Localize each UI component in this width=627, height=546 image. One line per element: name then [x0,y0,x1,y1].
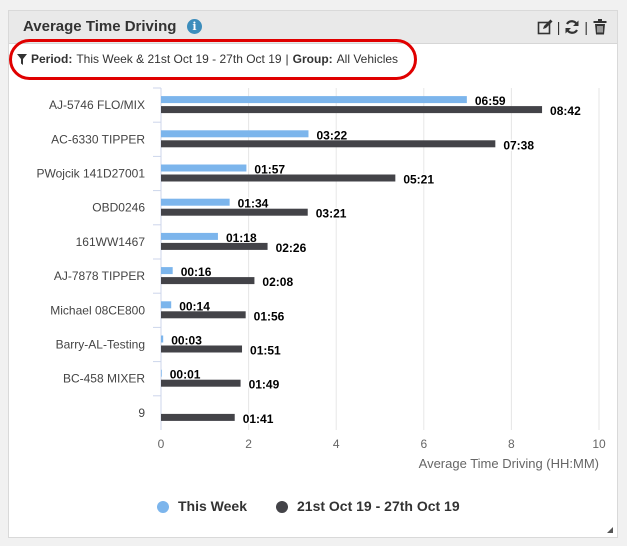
bar-previous-period [161,379,241,387]
data-label: 01:34 [238,197,269,211]
data-label: 00:01 [170,368,201,382]
bar-this-week [161,232,218,240]
bar-this-week [161,96,467,104]
bar-previous-period [161,345,243,353]
toolbar-separator: | [556,19,561,35]
category-label: BC-458 MIXER [63,372,145,386]
data-label: 01:56 [254,309,285,323]
data-label: 01:41 [243,412,274,426]
bar-previous-period [161,277,255,285]
data-label: 03:22 [316,128,347,142]
data-label: 00:14 [179,299,210,313]
widget-toolbar: | | [536,17,609,37]
category-label: AC-6330 TIPPER [51,132,145,146]
category-label: PWojcik 141D27001 [36,167,145,181]
data-label: 05:21 [403,173,434,187]
data-label: 06:59 [475,94,506,108]
data-label: 00:03 [171,334,202,348]
category-label: AJ-5746 FLO/MIX [49,98,145,112]
bar-this-week [161,198,230,206]
data-label: 03:21 [316,207,347,221]
bar-previous-period [161,174,396,182]
data-label: 02:08 [262,275,293,289]
group-label: Group: [292,52,333,66]
group-value: All Vehicles [336,52,399,66]
category-label: AJ-7878 TIPPER [54,269,145,283]
refresh-icon[interactable] [563,18,581,36]
data-label: 02:26 [276,241,307,255]
edit-icon[interactable] [536,18,554,36]
x-tick-label: 6 [420,437,427,451]
category-label: Michael 08CE800 [50,303,145,317]
filter-separator: | [285,52,289,66]
bar-this-week [161,369,162,377]
legend-item-this-week: This Week [178,498,247,514]
x-tick-label: 0 [158,437,165,451]
category-label: 161WW1467 [76,235,146,249]
bar-this-week [161,164,247,172]
bar-this-week [161,301,172,309]
period-value: This Week & 21st Oct 19 - 27th Oct 19 [76,52,282,66]
filter-funnel-icon [17,53,27,65]
data-label: 07:38 [503,138,534,152]
legend-item-previous-period: 21st Oct 19 - 27th Oct 19 [297,498,460,514]
bar-previous-period [161,106,543,114]
data-label: 01:49 [249,378,280,392]
bar-chart: 0 2 4 6 8 10 AJ-5746 FLO/MIX 06:59 08:42 AC-6330 … [36,87,606,514]
data-label: 08:42 [550,104,581,118]
category-label: 9 [138,406,145,420]
bar-this-week [161,130,309,138]
bar-previous-period [161,311,246,319]
widget-title: Average Time Driving [23,18,177,35]
bar-this-week [161,267,173,275]
bar-previous-period [161,140,496,148]
resize-handle-icon[interactable] [607,527,613,533]
x-tick-label: 8 [508,437,515,451]
toolbar-separator: | [584,19,588,35]
widget-header: Average Time Driving i | | [9,11,617,44]
legend-marker-previous-period [276,501,288,513]
trash-icon[interactable] [591,18,609,36]
legend-marker-this-week [157,501,169,513]
category-label: Barry-AL-Testing [56,338,145,352]
x-tick-label: 2 [245,437,252,451]
x-tick-label: 4 [333,437,340,451]
period-label: Period: [31,52,73,66]
category-label: OBD0246 [92,201,145,215]
data-label: 01:18 [226,231,257,245]
info-circle-icon[interactable]: i [187,19,202,34]
data-label: 01:57 [254,163,285,177]
x-tick-label: 10 [592,437,606,451]
bar-previous-period [161,208,308,216]
bar-previous-period [161,242,268,250]
bar-this-week [161,335,164,343]
filter-summary: Period: This Week & 21st Oct 19 - 27th O… [17,49,398,69]
x-axis-title: Average Time Driving (HH:MM) [419,456,599,471]
widget-panel: Average Time Driving i | | [8,10,618,538]
bar-previous-period [161,413,235,421]
data-label: 00:16 [181,265,212,279]
data-label: 01:51 [250,344,281,358]
